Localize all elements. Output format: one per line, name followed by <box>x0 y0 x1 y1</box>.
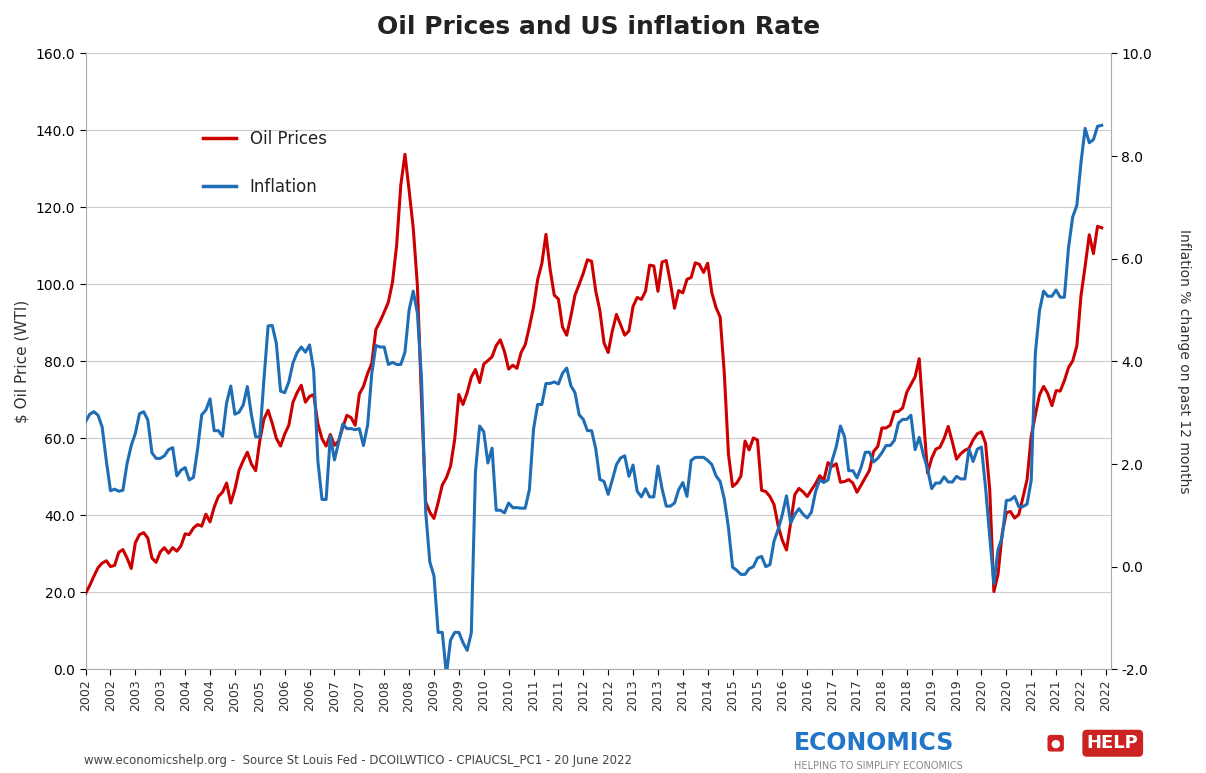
Inflation <box>145 448 159 458</box>
Inflation <box>1070 201 1084 210</box>
Text: ECONOMICS: ECONOMICS <box>794 731 954 755</box>
Inflation <box>439 670 453 679</box>
Inflation <box>464 628 479 638</box>
Inflation <box>850 473 865 482</box>
Oil Prices <box>497 347 511 356</box>
Line: Inflation: Inflation <box>86 125 1102 675</box>
Oil Prices <box>634 295 649 304</box>
Y-axis label: Inflation % change on past 12 months: Inflation % change on past 12 months <box>1177 229 1192 494</box>
Text: www.economicshelp.org -  Source St Louis Fed - DCOILWTICO - CPIAUCSL_PC1 - 20 Ju: www.economicshelp.org - Source St Louis … <box>84 754 632 767</box>
Title: Oil Prices and US inflation Rate: Oil Prices and US inflation Rate <box>376 15 820 39</box>
Oil Prices <box>145 553 159 563</box>
Inflation <box>1095 121 1110 130</box>
Text: HELPING TO SIMPLIFY ECONOMICS: HELPING TO SIMPLIFY ECONOMICS <box>794 761 962 771</box>
Text: ●: ● <box>1050 738 1060 748</box>
Y-axis label: $ Oil Price (WTI): $ Oil Price (WTI) <box>14 300 30 423</box>
Oil Prices <box>464 373 479 382</box>
Oil Prices <box>850 488 865 497</box>
Inflation <box>634 492 649 502</box>
Line: Oil Prices: Oil Prices <box>86 155 1102 594</box>
Text: HELP: HELP <box>1087 734 1138 752</box>
Legend: Oil Prices, Inflation: Oil Prices, Inflation <box>197 124 333 203</box>
Inflation <box>78 417 93 426</box>
Oil Prices <box>1095 223 1110 233</box>
Oil Prices <box>1070 342 1084 351</box>
Inflation <box>497 508 511 517</box>
Oil Prices <box>398 150 412 159</box>
Oil Prices <box>78 589 93 598</box>
